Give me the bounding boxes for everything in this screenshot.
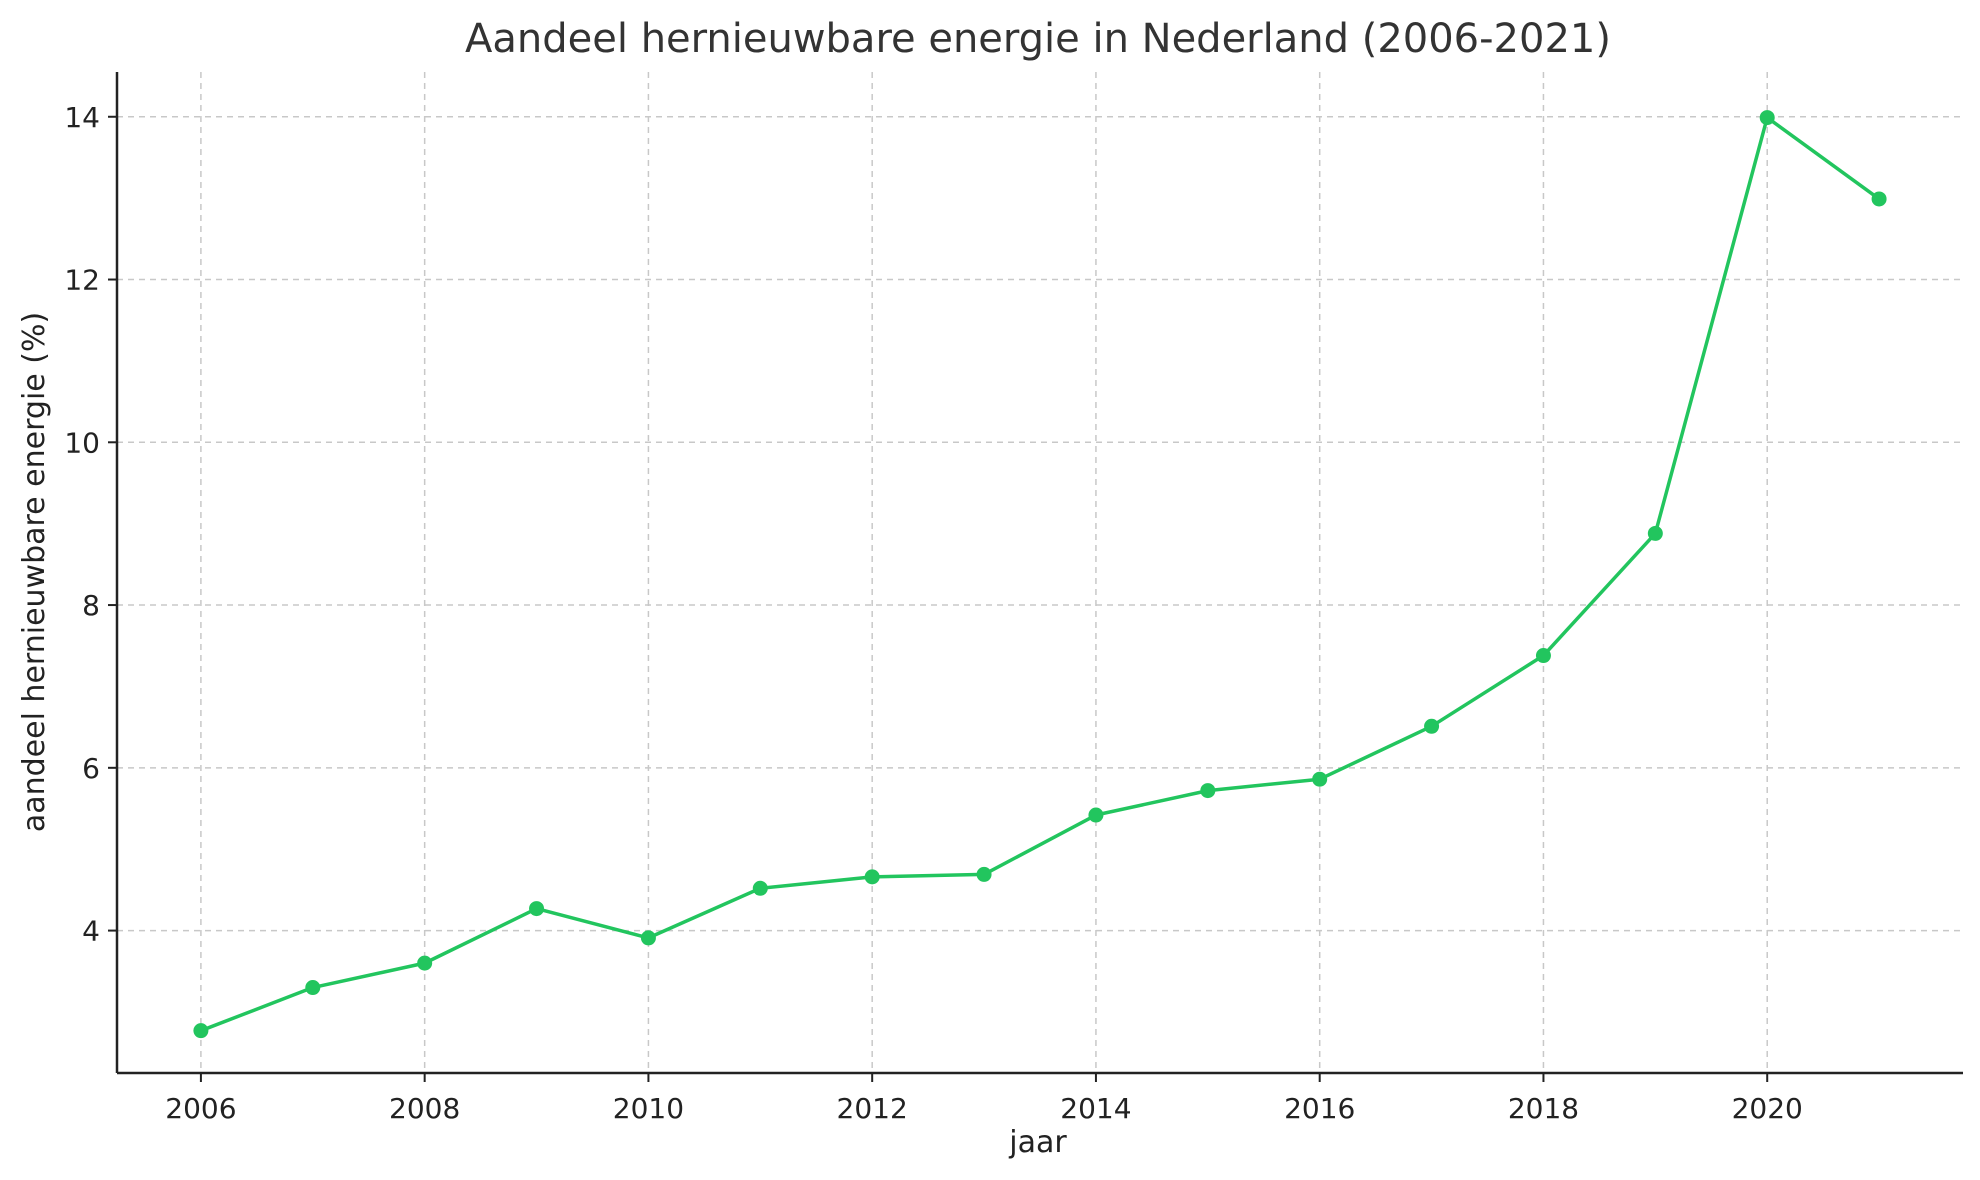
data-point [640, 930, 656, 946]
series-layer [193, 110, 1887, 1039]
data-point [976, 866, 992, 882]
x-tick-label: 2014 [1060, 1092, 1131, 1125]
y-tick-label: 4 [82, 915, 100, 948]
y-tick-label: 10 [64, 426, 100, 459]
data-point [1871, 191, 1887, 207]
series-line [200, 115, 1881, 1033]
y-tick-label: 8 [82, 589, 100, 622]
data-point [1535, 648, 1551, 664]
x-tick-label: 2006 [165, 1092, 236, 1125]
tick-labels: 2006 2008 2010 2012 2014 2016 2018 2020 4 6 8 10 12 1… [64, 101, 1802, 1125]
data-point [1200, 783, 1216, 799]
data-point [193, 1023, 209, 1039]
x-tick-label: 2012 [837, 1092, 908, 1125]
y-tick-label: 6 [82, 752, 100, 785]
data-point [1424, 718, 1440, 734]
y-tick-label: 14 [64, 101, 100, 134]
chart-title: Aandeel hernieuwbare energie in Nederlan… [465, 16, 1611, 62]
data-point [864, 869, 880, 885]
grid-lines [117, 72, 1963, 1073]
y-tick-label: 12 [64, 264, 100, 297]
data-point [305, 980, 321, 996]
axes [108, 72, 1963, 1082]
x-tick-label: 2016 [1284, 1092, 1355, 1125]
data-point [752, 880, 768, 896]
y-axis-label: aandeel hernieuwbare energie (%) [17, 312, 52, 832]
x-axis-label: jaar [1008, 1125, 1067, 1160]
data-point [1759, 110, 1775, 126]
data-point [417, 955, 433, 971]
data-point [1088, 807, 1104, 823]
data-point [1647, 525, 1663, 541]
data-point [529, 901, 545, 917]
x-tick-label: 2020 [1732, 1092, 1803, 1125]
data-point [1312, 771, 1328, 787]
x-tick-label: 2018 [1508, 1092, 1579, 1125]
x-tick-label: 2008 [389, 1092, 460, 1125]
x-tick-label: 2010 [613, 1092, 684, 1125]
